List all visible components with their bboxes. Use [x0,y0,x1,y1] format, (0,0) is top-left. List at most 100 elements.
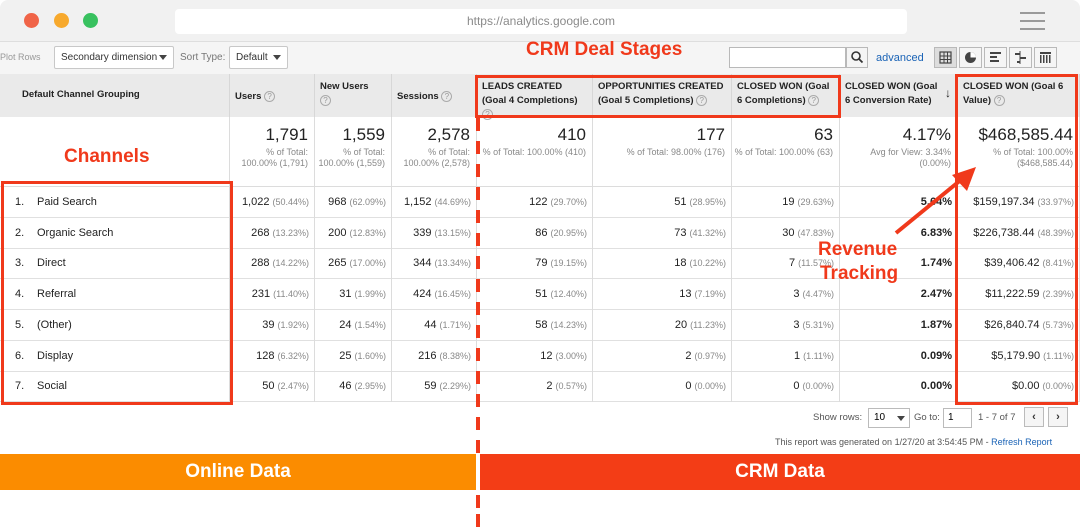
help-icon[interactable]: ? [696,94,708,106]
metric-percent: (5.73%) [1042,319,1074,330]
column-header-leads[interactable]: LEADS CREATED (Goal 4 Completions) ? [477,74,593,120]
totals-new-users: 1,559% of Total: 100.00% (1,559) [315,117,392,187]
column-header-sessions[interactable]: Sessions ? [392,74,477,117]
metric-percent: (14.23%) [550,319,587,330]
metric-cell-rate: 0.00% [840,371,958,403]
address-bar[interactable]: https://analytics.google.com [175,9,907,34]
goto-page-input[interactable]: 1 [943,408,972,428]
metric-cell-leads: 79 (19.15%) [477,248,593,280]
table-view-button[interactable] [934,47,957,68]
pie-chart-icon [965,52,976,63]
metric-value: $0.00 [1011,380,1040,393]
help-icon[interactable]: ? [320,94,331,106]
metric-cell-won: 19 (29.63%) [732,187,840,218]
channel-cell: 1. Paid Search [0,187,230,218]
minimize-window-button[interactable] [54,13,69,28]
totals-label-cell [0,117,230,187]
metric-cell-opp: 13 (7.19%) [593,279,732,311]
metric-cell-leads: 86 (20.95%) [477,217,593,249]
table-row[interactable]: 6. Display 128 (6.32%) 25 (1.60%) 216 (8.38%) 12… [0,340,1080,372]
metric-percent: (11.40%) [273,289,309,300]
metric-cell-won: 1 (1.11%) [732,340,840,372]
totals-leads: 410% of Total: 100.00% (410) [477,117,593,187]
metric-value: 200 [328,226,347,239]
row-number: 4. [15,288,25,301]
help-icon[interactable]: ? [441,90,453,102]
metric-percent: (2.39%) [1042,289,1074,300]
channel-name-link[interactable]: Referral [37,288,77,301]
secondary-dimension-select[interactable]: Secondary dimension [54,46,174,69]
metric-cell-sessions: 1,152 (44.69%) [392,187,477,218]
channel-name-link[interactable]: Social [37,380,67,393]
metric-cell-sessions: 44 (1.71%) [392,309,477,341]
metric-percent: (12.83%) [349,227,386,238]
pie-view-button[interactable] [959,47,982,68]
search-button[interactable] [846,47,868,68]
column-header-conversion-rate[interactable]: CLOSED WON (Goal 6 Conversion Rate) ↓ [840,74,958,117]
metric-value: 122 [529,196,548,208]
metric-percent: (50.44%) [272,197,309,207]
channel-name-link[interactable]: Organic Search [37,226,114,239]
bar-view-button[interactable] [984,47,1007,68]
channel-name-link[interactable]: Paid Search [37,196,97,208]
column-header-closed-won[interactable]: CLOSED WON (Goal 6 Completions) ? [732,74,840,117]
table-search-input[interactable] [729,47,846,68]
table-row[interactable]: 1. Paid Search 1,022 (50.44%) 968 (62.09%) 1,1… [0,187,1080,218]
plot-rows-button[interactable]: Plot Rows [0,52,41,62]
metric-percent: (13.34%) [434,258,471,269]
channel-cell: 5. (Other) [0,309,230,341]
close-window-button[interactable] [24,13,39,28]
metric-value: 86 [535,226,548,239]
row-number: 2. [15,226,25,239]
metric-cell-opp: 73 (41.32%) [593,217,732,249]
metric-percent: (62.09%) [349,197,386,207]
metric-value: $159,197.34 [973,196,1035,208]
channel-name-link[interactable]: Display [37,349,74,362]
metric-cell-sessions: 424 (16.45%) [392,279,477,311]
metric-percent: (29.70%) [550,197,587,207]
metric-value: 18 [674,257,687,270]
channel-cell: 6. Display [0,340,230,372]
metric-value: 6.83% [920,226,952,239]
metric-cell-opp: 2 (0.97%) [593,340,732,372]
column-header-opportunities[interactable]: OPPORTUNITIES CREATED (Goal 5 Completion… [593,74,732,117]
maximize-window-button[interactable] [83,13,98,28]
next-page-button[interactable]: › [1048,407,1068,427]
table-row[interactable]: 4. Referral 231 (11.40%) 31 (1.99%) 424 (16.45%… [0,279,1080,311]
advanced-filter-link[interactable]: advanced [876,52,924,64]
help-icon[interactable]: ? [482,108,493,120]
metric-cell-opp: 0 (0.00%) [593,371,732,403]
crm-columns-highlight [475,75,841,118]
help-icon[interactable]: ? [808,94,820,106]
metric-cell-sessions: 344 (13.34%) [392,248,477,280]
previous-page-button[interactable]: ‹ [1024,407,1044,427]
channel-name-link[interactable]: Direct [37,257,66,270]
chevron-down-icon [897,416,905,421]
comparison-view-button[interactable] [1009,47,1032,68]
column-header-users[interactable]: Users ? [230,74,315,117]
metric-cell-new-users: 46 (2.95%) [315,371,392,403]
table-row[interactable]: 3. Direct 288 (14.22%) 265 (17.00%) 344 (13.34%… [0,248,1080,280]
column-header-new-users[interactable]: New Users? [315,74,392,117]
goto-label: Go to: [914,412,940,423]
metric-percent: (1.99%) [354,289,386,300]
row-number: 1. [15,196,25,208]
channel-name-link[interactable]: (Other) [37,318,72,331]
column-header-channel[interactable]: Default Channel Grouping [0,74,230,117]
metric-cell-users: 268 (13.23%) [230,217,315,249]
report-toolbar: Plot Rows Secondary dimension Sort Type:… [0,42,1080,74]
show-rows-select[interactable]: 10 [868,408,910,428]
table-row[interactable]: 5. (Other) 39 (1.92%) 24 (1.54%) 44 (1.71%) 58 (1… [0,309,1080,341]
channel-cell: 7. Social [0,371,230,403]
metric-value: 79 [535,257,548,270]
metric-value: $226,738.44 [973,226,1035,239]
metric-percent: (0.00%) [802,381,834,392]
pivot-view-button[interactable] [1034,47,1057,68]
report-generated-text: This report was generated on 1/27/20 at … [775,437,1053,447]
metric-percent: (20.95%) [550,227,587,238]
sort-type-select[interactable]: Default [229,46,288,69]
comparison-icon [1015,51,1026,64]
help-icon[interactable]: ? [264,90,276,102]
refresh-report-link[interactable]: Refresh Report [991,437,1053,447]
help-icon[interactable]: ? [993,94,1005,106]
